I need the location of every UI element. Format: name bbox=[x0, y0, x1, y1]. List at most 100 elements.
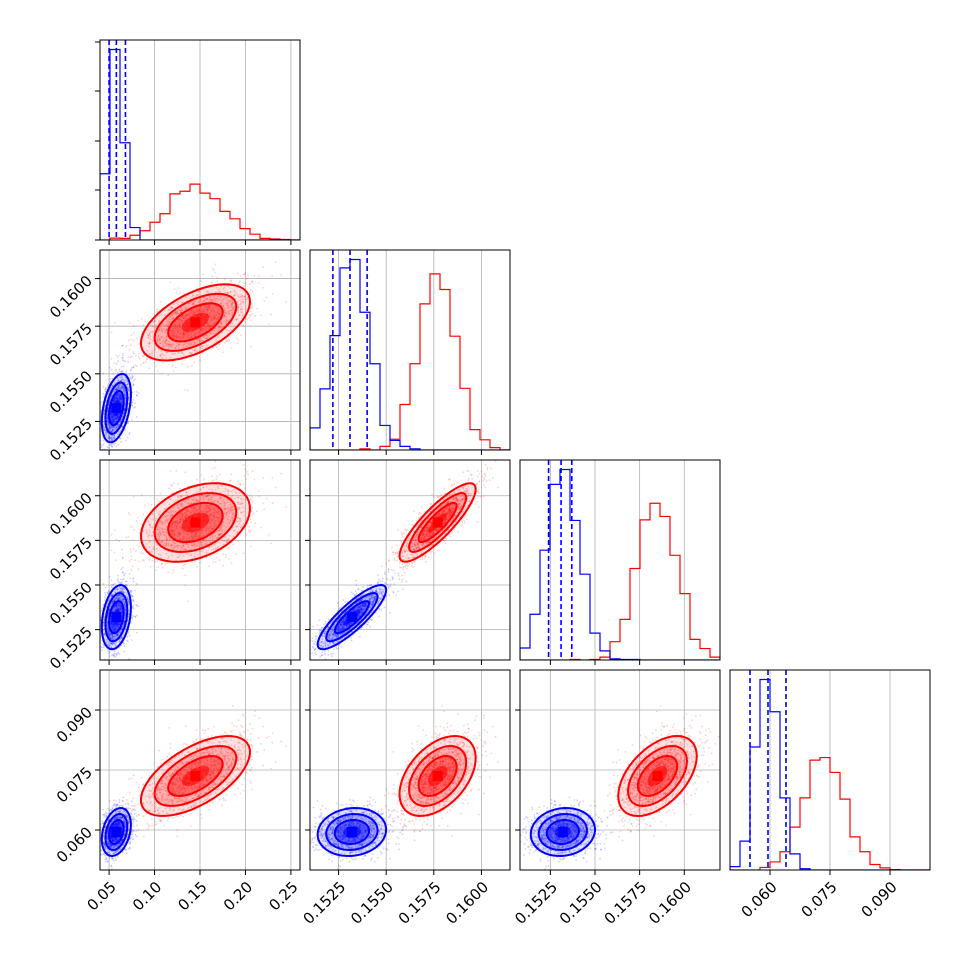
scatter-point bbox=[159, 325, 162, 328]
scatter-point bbox=[118, 413, 121, 415]
scatter-point bbox=[218, 312, 221, 315]
scatter-point bbox=[274, 261, 277, 264]
scatter-point bbox=[93, 386, 95, 388]
scatter-point bbox=[116, 388, 119, 391]
scatter-point bbox=[215, 556, 218, 559]
scatter-point bbox=[233, 529, 235, 532]
scatter-point bbox=[164, 329, 167, 332]
scatter-point bbox=[175, 324, 178, 327]
scatter-point bbox=[156, 498, 158, 501]
scatter-point bbox=[113, 399, 116, 402]
scatter-point bbox=[223, 501, 226, 504]
scatter-point bbox=[213, 329, 216, 332]
scatter-point bbox=[118, 423, 121, 426]
scatter-point bbox=[165, 357, 168, 359]
scatter-point bbox=[157, 348, 160, 351]
scatter-point bbox=[250, 498, 253, 501]
scatter-point bbox=[224, 311, 227, 314]
scatter-point bbox=[183, 332, 186, 335]
scatter-point bbox=[176, 330, 179, 333]
scatter-point bbox=[200, 347, 203, 350]
scatter-point bbox=[237, 308, 239, 311]
scatter-point bbox=[193, 343, 196, 346]
scatter-point bbox=[183, 317, 185, 320]
scatter-point bbox=[236, 301, 239, 303]
scatter-point bbox=[165, 529, 168, 532]
scatter-point bbox=[216, 280, 219, 282]
scatter-point bbox=[115, 398, 118, 400]
scatter-point bbox=[123, 645, 126, 648]
scatter-point bbox=[119, 376, 121, 379]
scatter-point bbox=[116, 579, 119, 582]
scatter-point bbox=[194, 532, 197, 535]
scatter-point bbox=[122, 387, 125, 390]
scatter-point bbox=[120, 387, 122, 390]
scatter-point bbox=[118, 397, 120, 400]
scatter-point bbox=[188, 537, 191, 539]
scatter-point bbox=[225, 322, 228, 325]
scatter-point bbox=[206, 324, 209, 327]
scatter-point bbox=[198, 536, 200, 539]
scatter-point bbox=[224, 291, 227, 294]
scatter-point bbox=[207, 509, 210, 512]
scatter-point bbox=[224, 311, 227, 314]
scatter-point bbox=[152, 321, 155, 323]
scatter-point bbox=[257, 282, 260, 285]
scatter-point bbox=[154, 320, 156, 323]
scatter-point bbox=[102, 443, 105, 446]
scatter-point bbox=[109, 399, 111, 402]
scatter-point bbox=[240, 294, 243, 297]
scatter-point bbox=[223, 540, 226, 542]
scatter-point bbox=[149, 358, 151, 361]
scatter-point bbox=[218, 316, 221, 319]
scatter-point bbox=[135, 583, 138, 585]
scatter-point bbox=[187, 331, 190, 334]
scatter-point bbox=[249, 289, 252, 291]
scatter-point bbox=[159, 542, 162, 545]
scatter-point bbox=[108, 436, 111, 438]
scatter-point bbox=[181, 352, 184, 354]
scatter-point bbox=[187, 600, 189, 603]
scatter-point bbox=[237, 295, 239, 297]
scatter-point bbox=[151, 330, 154, 333]
scatter-point bbox=[216, 294, 219, 297]
scatter-point bbox=[208, 304, 211, 307]
scatter-point bbox=[172, 334, 175, 336]
scatter-point bbox=[179, 326, 181, 329]
scatter-point bbox=[223, 536, 226, 539]
scatter-point bbox=[233, 306, 235, 309]
scatter-point bbox=[206, 512, 208, 514]
scatter-point bbox=[214, 460, 217, 463]
scatter-point bbox=[118, 397, 121, 400]
scatter-point bbox=[203, 304, 206, 307]
scatter-point bbox=[111, 455, 113, 457]
scatter-point bbox=[189, 314, 192, 317]
scatter-point bbox=[253, 274, 256, 277]
scatter-point bbox=[108, 655, 111, 658]
scatter-point bbox=[109, 427, 111, 430]
scatter-point bbox=[270, 542, 272, 545]
scatter-point bbox=[165, 332, 167, 334]
scatter-point bbox=[208, 307, 211, 309]
scatter-point bbox=[218, 343, 221, 346]
scatter-point bbox=[171, 528, 173, 531]
scatter-point bbox=[121, 425, 123, 428]
scatter-point bbox=[172, 330, 175, 332]
scatter-point bbox=[119, 401, 122, 404]
scatter-point bbox=[216, 329, 218, 332]
scatter-point bbox=[171, 513, 174, 516]
scatter-point bbox=[191, 544, 193, 547]
scatter-point bbox=[113, 388, 116, 391]
scatter-point bbox=[118, 383, 121, 386]
scatter-point bbox=[240, 311, 242, 313]
scatter-point bbox=[214, 466, 216, 469]
scatter-point bbox=[186, 335, 188, 338]
scatter-point bbox=[270, 313, 272, 316]
scatter-point bbox=[207, 494, 210, 496]
scatter-point bbox=[214, 328, 217, 330]
scatter-point bbox=[114, 417, 117, 420]
scatter-point bbox=[221, 299, 224, 301]
scatter-point bbox=[197, 338, 200, 341]
scatter-point bbox=[184, 471, 187, 474]
